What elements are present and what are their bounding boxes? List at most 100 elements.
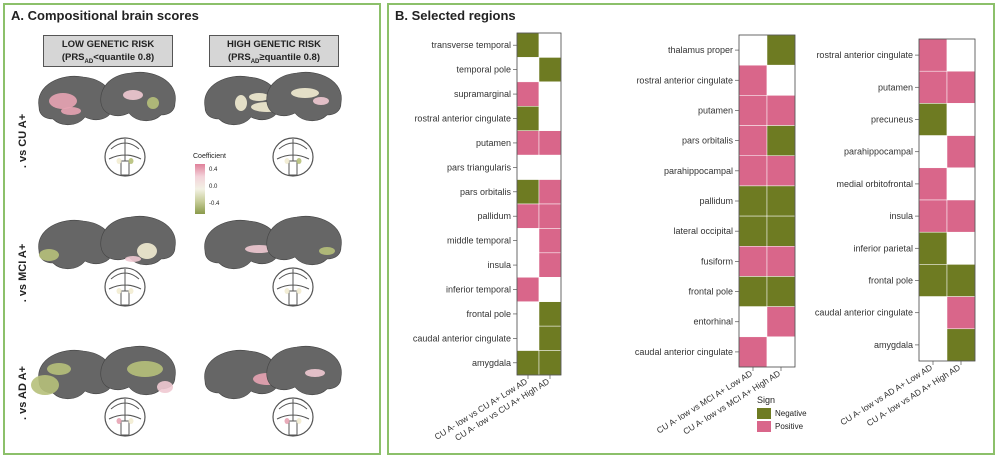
colorbar-tick-top: 0.4: [209, 167, 218, 173]
heatmap-0-col-label-1: CU A- low vs CU A+ High AD: [453, 376, 551, 442]
heatmap-0-col-label-0: CU A- low vs CU A+ Low AD: [433, 376, 529, 441]
heatmap-0-cell-11-1: [538, 301, 562, 327]
brain-medial-r1-c0: [100, 215, 176, 266]
heatmap-0-row-label-12: caudal anterior cingulate: [413, 333, 511, 343]
col-header-high-line1: HIGH GENETIC RISK: [227, 39, 321, 50]
colorbar-tick-bottom: -0.4: [209, 201, 220, 207]
heatmap-0-cell-8-0: [516, 228, 540, 254]
heatmap-1-cell-6-0: [738, 215, 768, 247]
brain-medial-r2-c0: [100, 345, 176, 396]
brain-coronal-r1-c1-folds: [276, 269, 310, 291]
heatmap-1-cell-7-0: [738, 246, 768, 277]
brain-patch-med-r2-c1-0: [305, 369, 325, 377]
brain-patch-med-r0-c1-1: [313, 97, 329, 105]
heatmap-1-cell-7-1: [766, 246, 796, 277]
legend-label-negative: Negative: [775, 409, 807, 418]
brain-coronal-patch-l-r2-c0: [116, 418, 122, 424]
heatmap-1-cell-0-0: [738, 34, 768, 66]
heatmap-1-cell-8-0: [738, 276, 768, 307]
colorbar-tick-mid: 0.0: [209, 184, 218, 190]
brain-patch-med-r0-c1-0: [291, 88, 319, 98]
heatmap-0-cell-2-1: [538, 81, 562, 107]
heatmap-0-cell-9-1: [538, 252, 562, 278]
brain-patch-med-r1-c0-0: [137, 243, 157, 259]
heatmap-0-cell-10-0: [516, 277, 540, 302]
brain-patch-med-r1-c1-0: [319, 247, 335, 255]
heatmap-2-frame: [918, 38, 976, 362]
heatmap-1-cell-5-0: [738, 185, 768, 217]
heatmap-2-cell-5-0: [918, 199, 948, 233]
heatmap-2-row-label-1: putamen: [878, 82, 913, 92]
brain-coronal-patch-l-r0-c0: [116, 158, 122, 164]
heatmap-0-cell-3-1: [538, 106, 562, 131]
heatmap-2-cell-4-0: [918, 167, 948, 201]
brain-coronal-r0-c1-folds: [276, 139, 310, 161]
heatmap-2-cell-6-0: [918, 231, 948, 265]
heatmap-0-cell-4-0: [516, 130, 540, 156]
heatmap-0-row-label-10: inferior temporal: [446, 285, 511, 295]
heatmap-2-row-label-5: insula: [889, 211, 913, 221]
brain-medial-r1-c1: [266, 215, 342, 266]
heatmap-1-cell-9-1: [766, 306, 796, 338]
heatmap-1-row-label-8: frontal pole: [688, 287, 733, 297]
brain-patch-lat-r1-c1-0: [245, 245, 273, 253]
heatmap-0-cell-7-1: [538, 203, 562, 229]
heatmap-1-cell-1-0: [738, 64, 768, 96]
brain-lateral-r2-c1-shape: [204, 349, 280, 400]
brain-coronal-patch-r-r0-c1: [296, 158, 302, 164]
brain-lateral-r2-c1: [204, 349, 281, 400]
legend-item-negative: Negative: [757, 408, 807, 419]
brain-coronal-r1-c0: [104, 267, 146, 307]
heatmap-0-cell-12-1: [538, 325, 562, 351]
heatmap-0-cell-13-1: [538, 350, 562, 376]
heatmap-1-cell-2-1: [766, 95, 796, 126]
heatmap-2-row-label-0: rostral anterior cingulate: [816, 50, 913, 60]
brain-patch-med-r0-c0-0: [123, 90, 143, 100]
heatmap-1-row-label-6: lateral occipital: [673, 226, 733, 236]
heatmap-0-row-label-3: rostral anterior cingulate: [414, 114, 511, 124]
heatmap-0-row-label-7: pallidum: [477, 211, 511, 221]
brain-coronal-r2-c0-stem: [120, 420, 130, 436]
brain-maps: [31, 71, 342, 437]
panel-b-title: B. Selected regions: [395, 8, 516, 23]
heatmap-0-cell-1-0: [516, 57, 540, 83]
heatmap-0-row-label-6: pars orbitalis: [460, 187, 512, 197]
colorbar-gradient: [195, 164, 205, 214]
heatmap-0-cell-11-0: [516, 301, 540, 327]
brain-coronal-r0-c1-stem: [288, 160, 298, 176]
heatmap-2-row-label-8: caudal anterior cingulate: [815, 308, 913, 318]
heatmap-1-cell-9-0: [738, 306, 768, 338]
heatmap-2-row-label-7: frontal pole: [868, 276, 913, 286]
brain-coronal-r1-c1-stem: [288, 290, 298, 306]
heatmap-2-row-label-9: amygdala: [874, 340, 913, 350]
brain-medial-r2-c1-shape: [266, 345, 342, 396]
legend-title: Sign: [757, 395, 776, 405]
panel-a-title: A. Compositional brain scores: [11, 8, 199, 23]
brain-coronal-patch-l-r1-c0: [116, 288, 122, 294]
heatmap-0-row-label-5: pars triangularis: [447, 162, 512, 172]
col-header-low-risk: LOW GENETIC RISK (PRSAD<quantile 0.8): [43, 35, 173, 67]
heatmap-1-cell-10-1: [766, 336, 796, 368]
brain-coronal-patch-r-r1-c1: [296, 288, 302, 294]
selected-regions-heatmaps: transverse temporal temporal pole supramar…: [413, 32, 976, 443]
heatmap-0-frame: [516, 32, 562, 376]
brain-lateral-r1-c1-shape: [204, 219, 280, 270]
brain-medial-r0-c1: [266, 71, 342, 122]
heatmap-0-cell-0-1: [538, 32, 562, 58]
heatmap-1-row-label-2: putamen: [698, 105, 733, 115]
heatmap-0-cell-3-0: [516, 106, 540, 131]
brain-coronal-r2-c0: [104, 397, 146, 437]
heatmap-1-cell-2-0: [738, 95, 768, 126]
colorbar-title: Coefficient: [193, 153, 226, 160]
heatmap-0-row-label-8: middle temporal: [447, 236, 511, 246]
heatmap-0-cell-1-1: [538, 57, 562, 83]
heatmap-1-cell-3-1: [766, 125, 796, 156]
col-header-high-risk: HIGH GENETIC RISK (PRSAD≥quantile 0.8): [209, 35, 339, 67]
heatmap-1-cell-1-1: [766, 64, 796, 96]
heatmap-2-cell-8-0: [918, 296, 948, 330]
legend-swatch-positive: [757, 421, 771, 432]
heatmap-1-row-label-3: pars orbitalis: [682, 136, 734, 146]
heatmap-2-cell-3-0: [918, 135, 948, 169]
brain-medial-r1-c1-shape: [266, 215, 342, 266]
heatmap-1-row-label-1: rostral anterior cingulate: [636, 75, 733, 85]
